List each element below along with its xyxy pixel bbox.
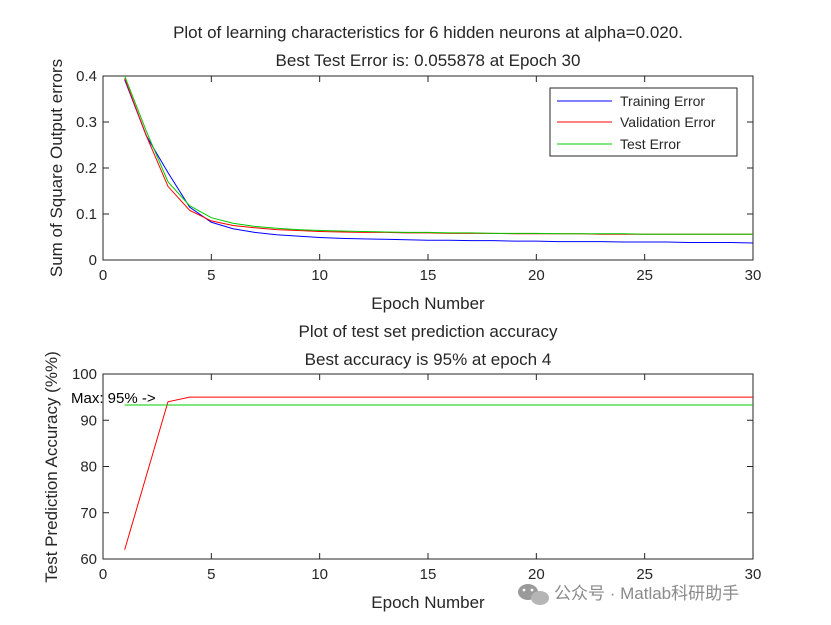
x-tick-label: 25 [636,566,653,583]
y-axis-label: Test Prediction Accuracy (%%) [42,351,61,582]
x-tick-label: 30 [745,267,762,284]
x-tick-label: 0 [99,267,107,284]
plot-area [102,373,754,560]
x-axis-label: Epoch Number [371,294,485,313]
legend-label: Test Error [620,136,681,152]
x-tick-label: 10 [311,566,328,583]
watermark-text: 公众号 · Matlab科研助手 [554,584,739,603]
x-tick-label: 20 [528,267,545,284]
chart-subtitle: Best Test Error is: 0.055878 at Epoch 30 [276,51,581,70]
x-tick-label: 10 [311,267,328,284]
x-tick-label: 0 [99,566,107,583]
tick-layer: 0 5 10 15 20 25 30 60 70 80 90 100 [72,366,761,583]
y-tick-label: 0 [89,252,97,269]
max-annotation: Max: 95% -> [71,390,156,407]
legend: Training Error Validation Error Test Err… [549,87,738,157]
y-tick-label: 60 [80,551,97,568]
x-tick-label: 30 [745,566,762,583]
chart-title: Plot of test set prediction accuracy [299,322,558,341]
chart-subtitle: Best accuracy is 95% at epoch 4 [305,350,552,369]
series-line-3 [124,75,753,235]
series-line-1 [124,396,753,550]
y-tick-label: 90 [80,412,97,429]
x-tick-label: 5 [207,566,215,583]
legend-label: Validation Error [620,114,716,130]
y-tick-label: 0.4 [76,68,97,85]
x-tick-label: 15 [420,267,437,284]
x-tick-label: 15 [420,566,437,583]
watermark: 公众号 · Matlab科研助手 [518,584,739,605]
y-tick-label: 0.2 [76,160,97,177]
y-tick-label: 100 [72,366,97,383]
x-axis-label: Epoch Number [371,593,485,612]
y-axis-label: Sum of Square Output errors [47,59,66,277]
x-tick-label: 25 [636,267,653,284]
y-tick-label: 70 [80,505,97,522]
accuracy-chart: Plot of test set prediction accuracy Bes… [42,322,761,612]
y-tick-label: 80 [80,459,97,476]
y-tick-label: 0.1 [76,206,97,223]
y-tick-label: 0.3 [76,114,97,131]
x-tick-label: 5 [207,267,215,284]
series-layer [124,396,753,550]
wechat-icon [518,584,549,605]
series-layer [124,75,754,244]
series-line-1 [124,79,754,244]
legend-label: Training Error [620,93,705,109]
chart-title: Plot of learning characteristics for 6 h… [173,23,683,42]
tick-layer: 0 5 10 15 20 25 30 0 0.1 0.2 0.3 0.4 [76,68,761,284]
x-tick-label: 20 [528,566,545,583]
learning-error-chart: Plot of learning characteristics for 6 h… [47,23,761,313]
